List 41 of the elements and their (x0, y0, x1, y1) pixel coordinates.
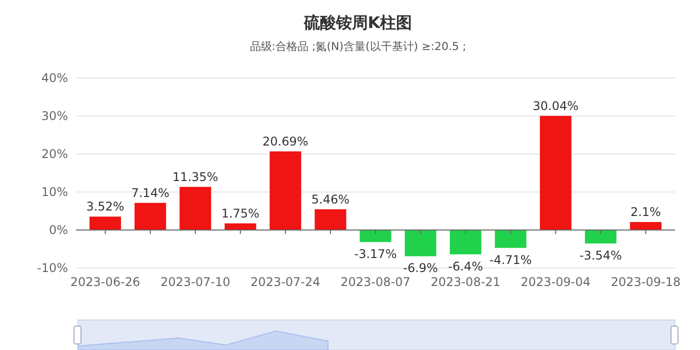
data-label: 2.1% (630, 205, 661, 220)
bar (314, 209, 346, 230)
y-tick-label: 0% (48, 223, 68, 237)
data-label: 20.69% (262, 134, 308, 148)
x-tick-label: 2023-07-10 (160, 275, 230, 289)
bar (450, 230, 482, 254)
data-label: -6.9% (403, 261, 438, 276)
bar (134, 202, 166, 230)
data-label: -6.4% (448, 259, 483, 274)
data-label: 7.14% (131, 186, 170, 200)
y-tick-label: 10% (41, 185, 68, 199)
x-tick-label: 2023-09-18 (610, 275, 681, 289)
data-label: -4.71% (489, 252, 532, 267)
data-label: 5.46% (311, 192, 350, 206)
y-tick-label: 20% (41, 147, 68, 161)
y-tick-label: -10% (36, 261, 68, 275)
bar (584, 230, 616, 244)
x-tick-label: 2023-06-26 (70, 275, 140, 289)
bar (494, 230, 526, 248)
x-tick-label: 2023-08-07 (340, 275, 410, 289)
data-label: -3.17% (354, 247, 397, 262)
y-tick-label: 30% (41, 109, 68, 123)
bar (404, 230, 436, 256)
data-label: 3.52% (86, 200, 124, 214)
x-tick-label: 2023-07-24 (250, 275, 320, 289)
bar (540, 116, 572, 230)
data-label: 11.35% (172, 170, 218, 184)
bar (630, 222, 662, 230)
bar (224, 223, 256, 230)
bar (360, 230, 392, 242)
chart-title: 硫酸铵周K柱图 (302, 13, 412, 32)
data-label: 30.04% (532, 98, 579, 113)
bar (90, 216, 122, 230)
chart-subtitle: 品级:合格品 ;氮(N)含量(以干基计) ≥:20.5 ; (250, 40, 466, 53)
x-tick-label: 2023-08-21 (430, 275, 500, 289)
bar (270, 151, 302, 230)
x-tick-label: 2023-09-04 (520, 275, 591, 289)
data-label: 1.75% (221, 206, 260, 220)
y-tick-label: 40% (41, 71, 68, 85)
data-label: -3.54% (579, 248, 622, 262)
bar (180, 186, 212, 230)
